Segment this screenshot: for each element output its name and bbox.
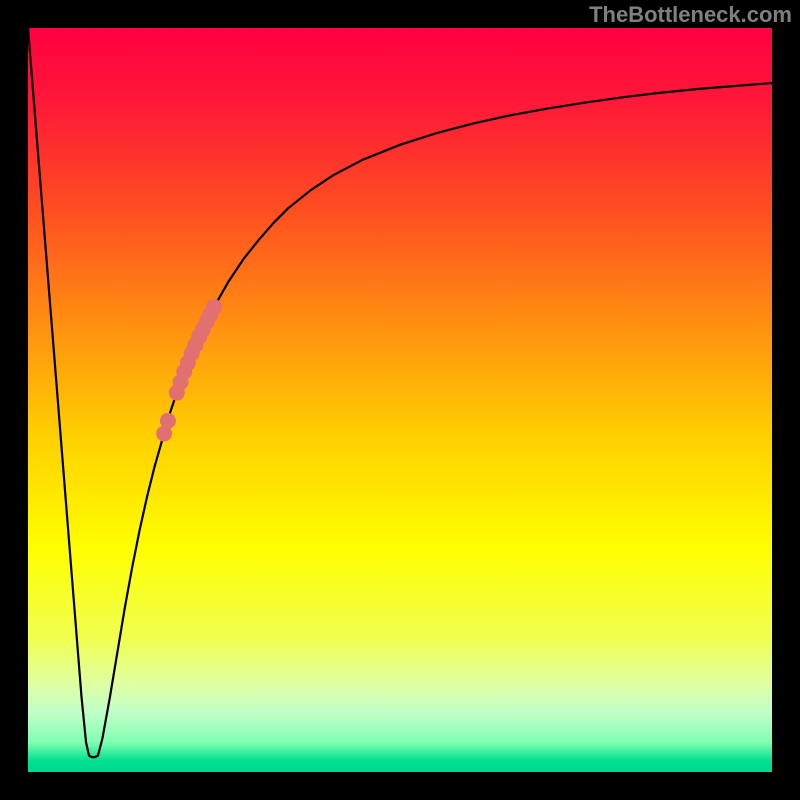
chart-border (0, 0, 28, 800)
chart-background (28, 28, 772, 772)
bottleneck-chart (0, 0, 800, 800)
data-marker (160, 413, 176, 429)
chart-container: { "watermark": "TheBottleneck.com", "cha… (0, 0, 800, 800)
chart-border (0, 772, 800, 800)
data-marker (206, 299, 222, 315)
chart-border (772, 0, 800, 800)
watermark-text: TheBottleneck.com (589, 2, 792, 28)
